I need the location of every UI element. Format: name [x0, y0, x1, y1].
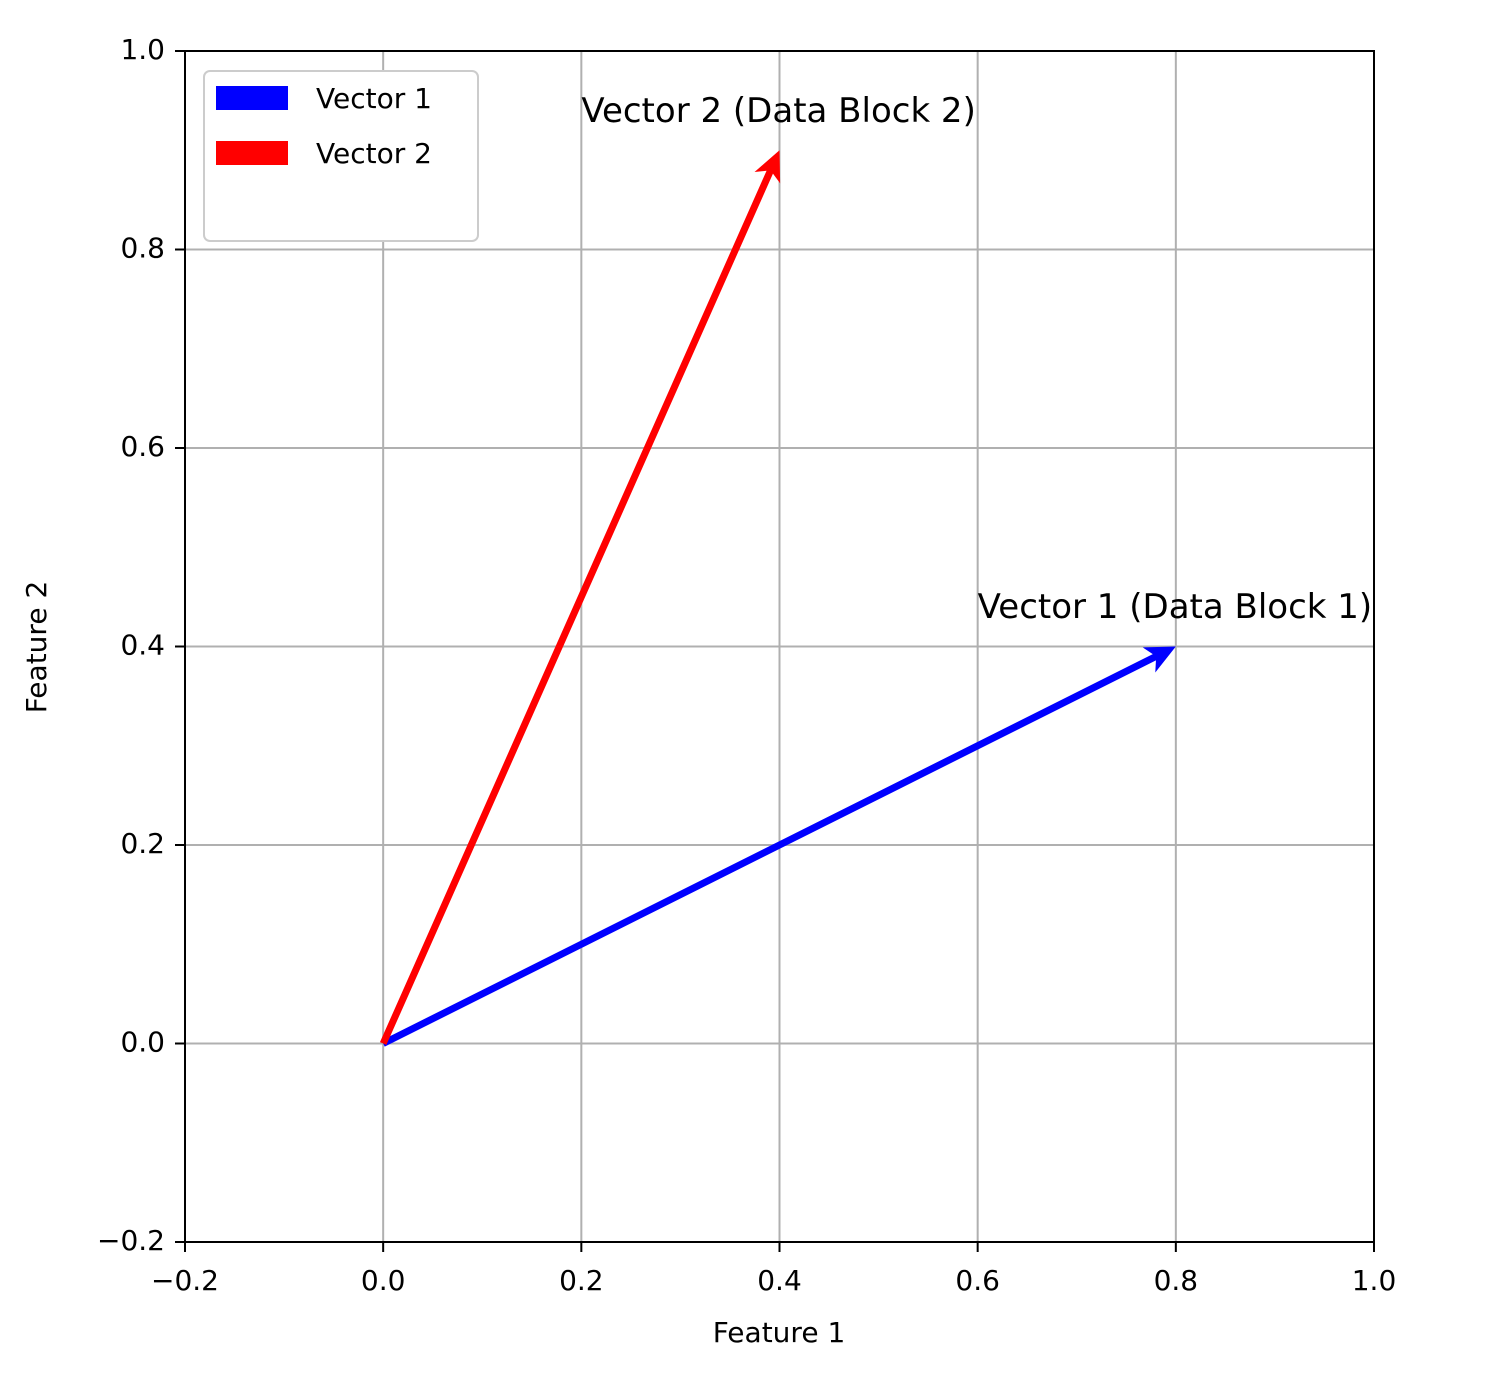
plot-frame [184, 50, 1375, 1243]
legend-swatch [216, 141, 288, 165]
annotation: Vector 1 (Data Block 1) [978, 587, 1373, 627]
x-tick-label: −0.2 [151, 1264, 219, 1297]
legend-label: Vector 2 [316, 137, 432, 170]
x-tick-label: 0.0 [361, 1264, 406, 1297]
y-tick-label: −0.2 [97, 1224, 165, 1257]
vector-arrow [379, 150, 781, 1045]
x-tick-label: 1.0 [1352, 1264, 1397, 1297]
x-tick-label: 0.4 [757, 1264, 802, 1297]
legend-swatch [216, 86, 288, 110]
annotation: Vector 2 (Data Block 2) [581, 91, 976, 131]
y-tick-label: 0.8 [120, 232, 165, 265]
y-tick-label: 1.0 [120, 33, 165, 66]
y-tick-label: 0.6 [120, 430, 165, 463]
x-tick-label: 0.6 [955, 1264, 1000, 1297]
y-tick-label: 0.4 [120, 629, 165, 662]
y-axis-label: Feature 2 [20, 581, 53, 714]
x-tick-label: 0.2 [559, 1264, 604, 1297]
vector-arrow [381, 646, 1176, 1047]
y-tick-label: 0.0 [120, 1026, 165, 1059]
x-axis-label: Feature 1 [713, 1316, 846, 1349]
legend-label: Vector 1 [316, 82, 432, 115]
y-tick-label: 0.2 [120, 827, 165, 860]
x-tick-label: 0.8 [1154, 1264, 1199, 1297]
legend-box [203, 70, 479, 242]
